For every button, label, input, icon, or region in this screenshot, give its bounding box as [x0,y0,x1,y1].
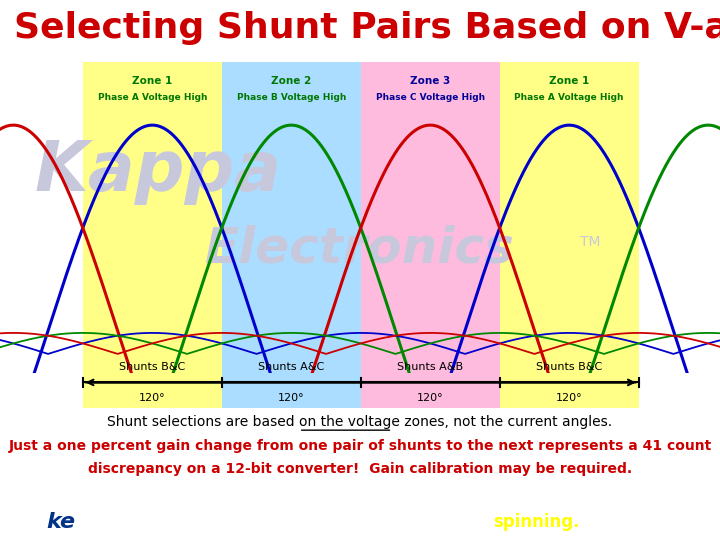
Text: Phase A Voltage High: Phase A Voltage High [97,93,207,102]
Text: Shunts B&C: Shunts B&C [119,362,186,372]
Text: Selecting Shunt Pairs Based on V-angle: Selecting Shunt Pairs Based on V-angle [14,11,720,45]
Text: TM: TM [580,235,600,249]
Text: Phase A Voltage High: Phase A Voltage High [514,93,624,102]
Text: 120°: 120° [417,393,444,403]
Bar [500,62,639,373]
Bar [222,373,361,408]
Text: Keeping your motors: Keeping your motors [288,514,490,531]
Text: Phase C Voltage High: Phase C Voltage High [376,93,485,102]
Text: ke: ke [47,512,76,532]
Bar [361,373,500,408]
Text: spinning.: spinning. [493,514,580,531]
Text: Zone 1: Zone 1 [549,76,589,86]
Text: 120°: 120° [556,393,582,403]
Text: Kappa: Kappa [35,138,282,205]
Text: Shunts A&B: Shunts A&B [397,362,463,372]
Text: Zone 3: Zone 3 [410,76,450,86]
Text: Shunts B&C: Shunts B&C [536,362,603,372]
Text: Just a one percent gain change from one pair of shunts to the next represents a : Just a one percent gain change from one … [9,440,711,453]
Text: Zone 2: Zone 2 [271,76,311,86]
Bar [361,62,500,373]
Text: Phase B Voltage High: Phase B Voltage High [237,93,346,102]
Text: Electronics: Electronics [205,225,515,273]
Bar [500,373,639,408]
Text: Dave Wilson: Dave Wilson [631,516,708,529]
Bar [222,62,361,373]
Bar [83,62,222,373]
Text: 120°: 120° [139,393,166,403]
Text: Zone 1: Zone 1 [132,76,172,86]
Text: 120°: 120° [278,393,305,403]
Bar [83,373,222,408]
Text: Shunts A&C: Shunts A&C [258,362,325,372]
Text: Shunt selections are based on the voltage zones, not the current angles.: Shunt selections are based on the voltag… [107,415,613,429]
Text: discrepancy on a 12-bit converter!  Gain calibration may be required.: discrepancy on a 12-bit converter! Gain … [88,462,632,476]
